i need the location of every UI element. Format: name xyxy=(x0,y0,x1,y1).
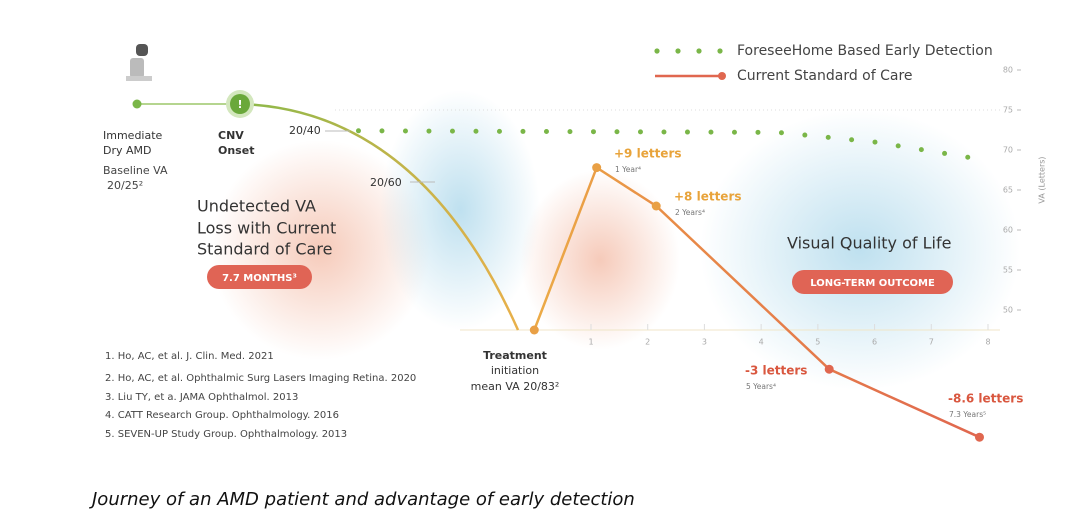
reference: 4. CATT Research Group. Ophthalmology. 2… xyxy=(105,410,339,421)
pill-label: 7.7 MONTHS³ xyxy=(222,273,297,284)
label: Treatment xyxy=(483,349,547,362)
x-tick-label: 7 xyxy=(929,338,934,347)
annotation-note: 1 Year⁴ xyxy=(615,165,641,174)
legend-marker xyxy=(717,48,723,54)
reference: 1. Ho, AC, et al. J. Clin. Med. 2021 xyxy=(105,351,274,362)
y-tick-label: 50 xyxy=(1003,306,1013,315)
device-icon xyxy=(126,44,152,81)
x-tick-label: 3 xyxy=(702,338,707,347)
reference: 2. Ho, AC, et al. Ophthalmic Surg Lasers… xyxy=(105,373,416,384)
alert-icon: ! xyxy=(237,98,242,111)
caption: Journey of an AMD patient and advantage … xyxy=(89,489,635,510)
y-axis-label: VA (Letters) xyxy=(1038,156,1047,203)
y-tick-label: 60 xyxy=(1003,226,1013,235)
legend-label: Current Standard of Care xyxy=(737,68,913,84)
reference: 5. SEVEN-UP Study Group. Ophthalmology. … xyxy=(105,429,347,440)
reference: 3. Liu TY, et a. JAMA Ophthalmol. 2013 xyxy=(105,392,298,403)
heading: Loss with Current xyxy=(197,219,336,238)
label: Onset xyxy=(218,144,254,157)
label: 20/25² xyxy=(107,179,143,192)
bg-shade xyxy=(210,140,430,360)
label: CNV xyxy=(218,129,244,142)
legend-marker xyxy=(696,48,702,54)
stage-dot xyxy=(132,99,142,109)
annotation: +8 letters xyxy=(674,190,742,204)
pill xyxy=(792,270,953,294)
y-tick-label: 75 xyxy=(1003,106,1013,115)
point xyxy=(529,325,539,335)
legend-label: ForeseeHome Based Early Detection xyxy=(737,43,993,59)
annotation-note: 2 Years⁴ xyxy=(675,208,705,217)
x-tick-label: 1 xyxy=(588,338,593,347)
legend-marker xyxy=(675,48,681,54)
bg-shade xyxy=(380,90,540,330)
x-tick-label: 4 xyxy=(759,338,764,347)
bg-shade xyxy=(700,110,1020,390)
annotation: -3 letters xyxy=(745,364,807,378)
y-tick-label: 65 xyxy=(1003,186,1013,195)
x-tick-label: 5 xyxy=(815,338,820,347)
heading: Undetected VA xyxy=(197,197,316,216)
label: Immediate xyxy=(103,129,163,142)
annotation-note: 7.3 Years⁵ xyxy=(949,410,986,419)
point xyxy=(592,163,602,173)
point xyxy=(974,432,984,442)
annotation-note: 5 Years⁴ xyxy=(746,382,776,391)
x-tick-label: 8 xyxy=(985,338,990,347)
decline-curve xyxy=(239,102,520,331)
point xyxy=(651,201,661,211)
va-label: 20/60 xyxy=(370,176,402,189)
label: mean VA 20/83² xyxy=(471,380,560,393)
x-tick-label: 2 xyxy=(645,338,650,347)
va-label: 20/40 xyxy=(289,124,321,137)
cnv-dot xyxy=(230,94,250,114)
legend-marker xyxy=(718,72,726,80)
annotation: -8.6 letters xyxy=(948,392,1023,406)
heading: Visual Quality of Life xyxy=(787,234,951,253)
pill xyxy=(207,265,312,289)
label: Dry AMD xyxy=(103,144,152,157)
pill-label: LONG-TERM OUTCOME xyxy=(810,278,935,289)
series-line xyxy=(355,128,985,163)
y-tick-label: 55 xyxy=(1003,266,1013,275)
x-tick-label: 6 xyxy=(872,338,877,347)
y-tick-label: 80 xyxy=(1003,66,1013,75)
heading: Standard of Care xyxy=(197,240,332,259)
point xyxy=(824,364,834,374)
annotation: +9 letters xyxy=(614,147,682,161)
legend-marker xyxy=(654,48,660,54)
label: Baseline VA xyxy=(103,164,168,177)
y-tick-label: 70 xyxy=(1003,146,1013,155)
label: initiation xyxy=(491,364,539,377)
bg-shade xyxy=(520,170,680,350)
